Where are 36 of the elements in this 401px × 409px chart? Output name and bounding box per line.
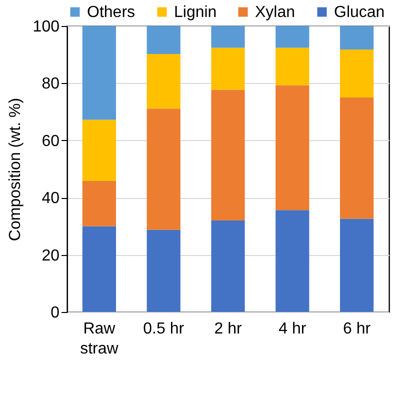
y-tick-label: 20 [42, 247, 60, 264]
bar [211, 220, 245, 312]
bar [146, 26, 180, 54]
bar [340, 26, 374, 50]
legend-label: Xylan [255, 4, 296, 21]
bar [276, 26, 310, 48]
bar [276, 210, 310, 312]
legend-label: Lignin [174, 4, 217, 21]
x-tick-label: Raw straw [80, 320, 119, 358]
y-tick-label: 40 [42, 190, 60, 208]
bar [82, 120, 116, 182]
bar [211, 26, 245, 48]
legend-label: Glucan [334, 4, 385, 21]
y-tick-label: 60 [42, 132, 60, 150]
y-tick-label: 80 [42, 76, 60, 93]
x-tick-label: 6 hr [343, 320, 372, 338]
bar [211, 48, 245, 90]
bar [340, 49, 374, 98]
y-axis-title: Composition (wt. %) [6, 98, 24, 242]
y-tick-label: 0 [50, 304, 60, 322]
bar [340, 218, 374, 312]
bar [82, 181, 116, 226]
bar [340, 98, 374, 219]
bar [146, 230, 180, 312]
bar [276, 85, 310, 210]
x-tick-label: 4 hr [278, 320, 307, 338]
x-tick-label: 2 hr [214, 320, 242, 338]
y-tick-label: 100 [32, 18, 60, 36]
x-tick-label: 0.5 hr [143, 320, 185, 338]
bar [211, 90, 245, 220]
bar [276, 48, 310, 86]
bar [146, 54, 180, 109]
bar [82, 26, 116, 120]
bar [82, 226, 116, 312]
bar [146, 108, 180, 230]
legend-label: Others [87, 4, 136, 21]
